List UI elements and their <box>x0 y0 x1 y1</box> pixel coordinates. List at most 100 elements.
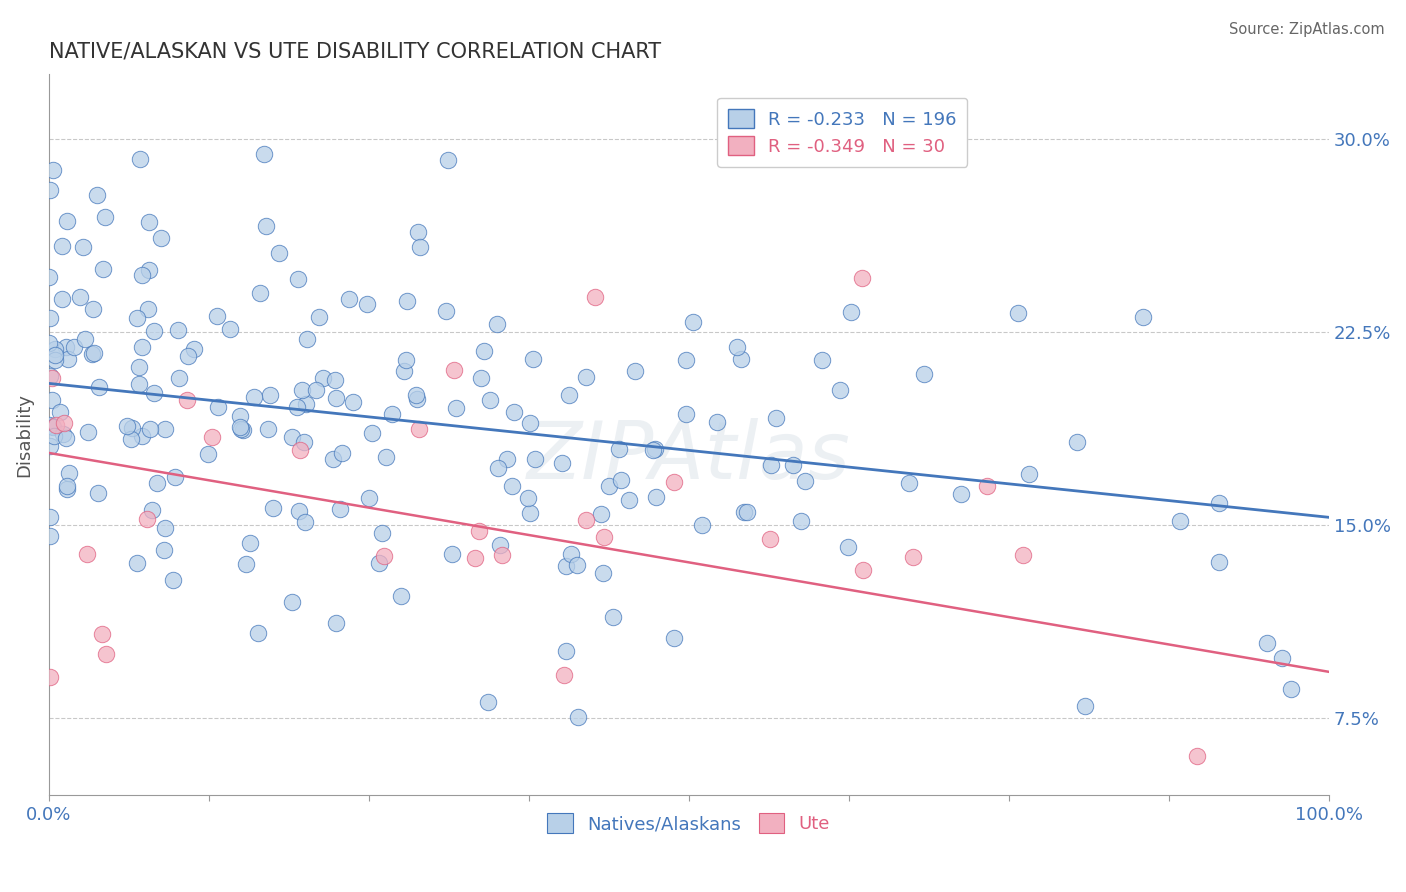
Point <box>39 183 62 197</box>
Point <box>38 418 60 433</box>
Point <box>138 422 160 436</box>
Point <box>232 424 254 438</box>
Point <box>219 322 242 336</box>
Point <box>575 513 598 527</box>
Point <box>138 215 160 229</box>
Point <box>38 669 60 683</box>
Point <box>115 419 138 434</box>
Point <box>491 548 513 562</box>
Point <box>51 239 73 253</box>
Point <box>44 352 66 367</box>
Point <box>262 500 284 515</box>
Point <box>77 425 100 439</box>
Text: ZIPAtlas: ZIPAtlas <box>527 417 851 496</box>
Point <box>249 286 271 301</box>
Point <box>373 549 395 563</box>
Point <box>267 246 290 260</box>
Point <box>49 405 72 419</box>
Point <box>1185 748 1208 763</box>
Point <box>607 442 630 456</box>
Point <box>952 801 974 815</box>
Point <box>675 353 697 368</box>
Point <box>38 335 60 350</box>
Point <box>644 442 666 457</box>
Point <box>163 469 186 483</box>
Point <box>259 388 281 402</box>
Point <box>149 230 172 244</box>
Point <box>231 422 253 436</box>
Point <box>80 347 103 361</box>
Y-axis label: Disability: Disability <box>15 392 32 477</box>
Point <box>96 647 118 661</box>
Legend: Natives/Alaskans, Ute: Natives/Alaskans, Ute <box>537 803 841 844</box>
Point <box>131 429 153 443</box>
Point <box>138 263 160 277</box>
Point <box>69 290 91 304</box>
Text: NATIVE/ALASKAN VS UTE DISABILITY CORRELATION CHART: NATIVE/ALASKAN VS UTE DISABILITY CORRELA… <box>49 42 661 62</box>
Point <box>291 383 314 397</box>
Point <box>337 292 360 306</box>
Point <box>852 563 875 577</box>
Point <box>446 401 468 416</box>
Point <box>793 475 815 489</box>
Point <box>254 219 277 233</box>
Point <box>342 395 364 409</box>
Point <box>690 518 713 533</box>
Point <box>641 442 664 457</box>
Point <box>441 548 464 562</box>
Point <box>167 322 190 336</box>
Point <box>294 515 316 529</box>
Point <box>501 479 523 493</box>
Point <box>162 573 184 587</box>
Point <box>811 352 834 367</box>
Point <box>555 558 578 573</box>
Point <box>765 411 787 425</box>
Point <box>406 225 429 239</box>
Point <box>839 305 862 319</box>
Point <box>828 383 851 397</box>
Point <box>395 294 418 309</box>
Point <box>524 452 547 467</box>
Point <box>176 392 198 407</box>
Point <box>1208 496 1230 510</box>
Point <box>472 343 495 358</box>
Point <box>405 388 427 402</box>
Point <box>371 525 394 540</box>
Point <box>325 616 347 631</box>
Point <box>479 392 502 407</box>
Point <box>131 340 153 354</box>
Point <box>177 349 200 363</box>
Point <box>730 352 752 367</box>
Point <box>128 152 150 166</box>
Point <box>1168 514 1191 528</box>
Point <box>201 430 224 444</box>
Point <box>143 324 166 338</box>
Point <box>395 352 418 367</box>
Point <box>44 429 66 443</box>
Point <box>86 188 108 202</box>
Point <box>83 346 105 360</box>
Point <box>725 340 748 354</box>
Point <box>583 290 606 304</box>
Point <box>72 240 94 254</box>
Point <box>235 558 257 572</box>
Point <box>38 269 60 284</box>
Point <box>851 270 873 285</box>
Point <box>256 422 278 436</box>
Point <box>55 482 77 496</box>
Point <box>592 530 614 544</box>
Point <box>146 475 169 490</box>
Point <box>489 538 512 552</box>
Point <box>782 458 804 472</box>
Point <box>75 332 97 346</box>
Point <box>517 491 540 505</box>
Point <box>645 490 668 504</box>
Point <box>519 416 541 430</box>
Point <box>502 405 524 419</box>
Point <box>281 429 304 443</box>
Point <box>288 504 311 518</box>
Point <box>281 594 304 608</box>
Point <box>735 505 758 519</box>
Point <box>550 456 572 470</box>
Point <box>567 558 589 572</box>
